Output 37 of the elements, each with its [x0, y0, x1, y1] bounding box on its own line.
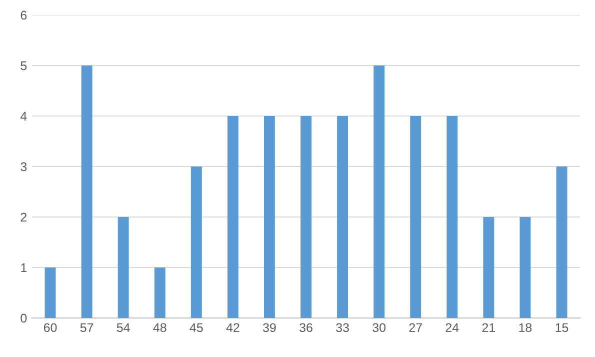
bar: [227, 116, 238, 318]
x-tick-label: 33: [336, 323, 349, 332]
x-tick-label: 48: [153, 323, 166, 332]
bar: [118, 217, 129, 318]
y-tick-label: 6: [20, 10, 27, 20]
x-tick-label: 15: [556, 323, 568, 332]
x-tick-label: 18: [519, 323, 532, 332]
y-tick-label: 3: [20, 162, 27, 172]
y-tick-label: 2: [20, 212, 27, 222]
bar: [337, 116, 348, 318]
x-tick-label: 36: [300, 323, 312, 332]
x-tick-label: 21: [482, 323, 496, 332]
bar: [520, 217, 531, 318]
bar: [374, 66, 385, 318]
y-tick-label: 0: [20, 314, 27, 323]
bar: [154, 268, 166, 318]
y-tick-label: 4: [20, 112, 27, 121]
x-tick-label: 42: [226, 323, 240, 332]
x-tick-label: 39: [262, 323, 276, 332]
bar: [264, 116, 275, 318]
bar: [44, 268, 56, 318]
x-tick-label: 57: [80, 323, 94, 332]
bar: [446, 116, 458, 318]
bar: [81, 66, 92, 318]
y-tick-label: 1: [21, 263, 27, 272]
x-tick-label: 45: [190, 323, 203, 332]
x-tick-label: 24: [446, 323, 459, 332]
y-tick-label: 5: [20, 61, 27, 70]
x-tick-label: 60: [44, 323, 57, 332]
bar: [556, 166, 568, 318]
x-tick-label: 27: [409, 323, 422, 332]
bar: [483, 217, 494, 318]
bar: [190, 166, 202, 318]
bar: [300, 116, 312, 318]
x-tick-label: 54: [116, 323, 130, 332]
x-tick-label: 30: [372, 323, 386, 332]
bar: [410, 116, 422, 318]
